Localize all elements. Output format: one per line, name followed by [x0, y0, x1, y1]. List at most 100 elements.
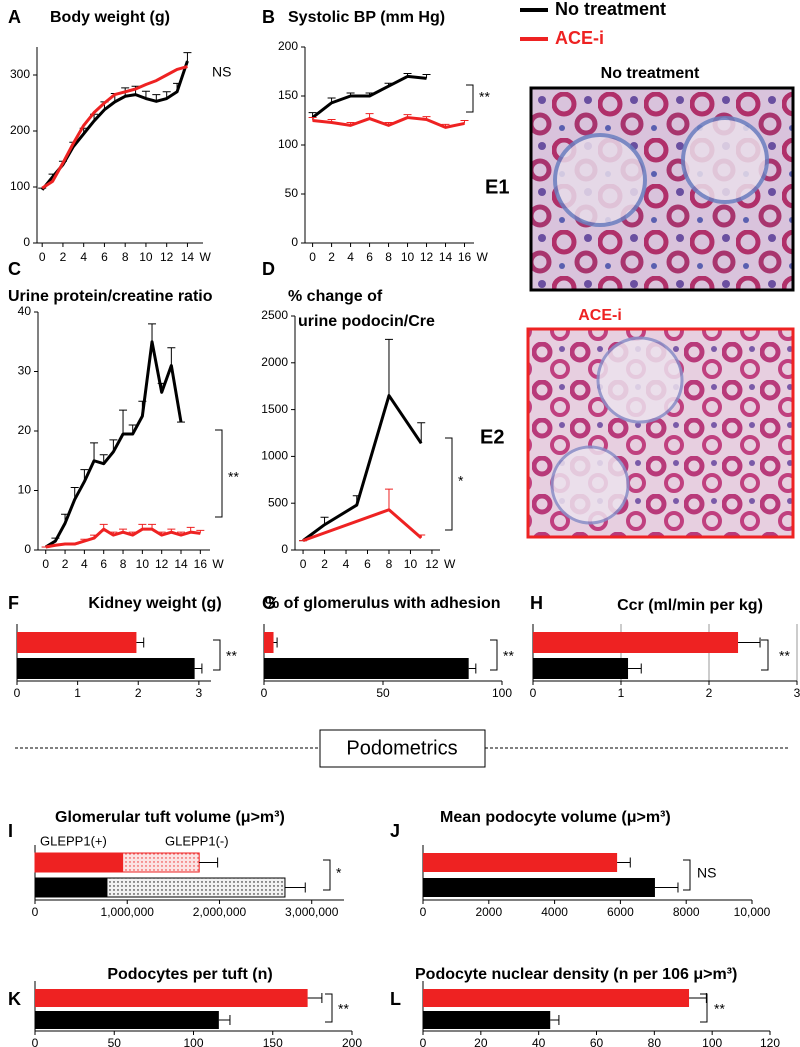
- panel-letter: C: [8, 259, 21, 279]
- error-bar: [119, 409, 128, 434]
- x-tick-label: 3: [794, 686, 800, 700]
- x-tick-label: 4: [343, 557, 350, 571]
- x-tick-label: 1,000,000: [101, 905, 155, 919]
- error-bar: [183, 52, 192, 61]
- x-axis-label: W: [477, 250, 489, 264]
- x-tick-label: 100: [702, 1036, 722, 1047]
- error-bar: [384, 338, 393, 396]
- x-tick-label: 6: [366, 250, 373, 264]
- segment-label: GLEPP1(+): [40, 833, 107, 848]
- bar: [423, 1011, 551, 1029]
- x-tick-label: 120: [760, 1036, 780, 1047]
- error-bar: [738, 637, 761, 648]
- significance-label: **: [503, 648, 514, 664]
- error-bar: [550, 1015, 560, 1025]
- x-tick-label: 80: [648, 1036, 662, 1047]
- x-tick-label: 0: [420, 905, 427, 919]
- significance-label: **: [338, 1001, 349, 1017]
- bar: [533, 632, 739, 653]
- x-tick-label: 12: [155, 557, 169, 571]
- x-tick-label: 200: [342, 1036, 362, 1047]
- x-tick-label: 2: [62, 557, 69, 571]
- error-bar: [148, 323, 157, 342]
- x-tick-label: 8000: [673, 905, 700, 919]
- x-tick-label: 8: [386, 557, 393, 571]
- x-tick-label: 60: [590, 1036, 604, 1047]
- significance-label: **: [226, 648, 237, 664]
- panel-letter: L: [390, 989, 401, 1009]
- significance-label: **: [714, 1001, 725, 1017]
- panel-letter: B: [262, 7, 275, 27]
- y-tick-label: 1500: [261, 402, 288, 416]
- x-tick-label: 2: [706, 686, 713, 700]
- bar: [264, 632, 274, 653]
- x-tick-label: 6000: [607, 905, 634, 919]
- x-tick-label: 10: [136, 557, 150, 571]
- y-tick-label: 20: [18, 423, 32, 437]
- y-tick-label: 2500: [261, 308, 288, 322]
- panel-letter: H: [530, 593, 543, 613]
- bar: [264, 658, 469, 679]
- image-title: No treatment: [601, 65, 700, 82]
- error-bar: [617, 857, 631, 868]
- image-label: E1: [485, 176, 509, 198]
- section-box: [319, 729, 486, 768]
- y-tick-label: 300: [10, 67, 30, 81]
- chart-title: Body weight (g): [50, 9, 170, 26]
- x-tick-label: 2: [60, 250, 67, 264]
- y-tick-label: 30: [18, 364, 32, 378]
- x-axis-label: W: [444, 557, 456, 571]
- significance-label: NS: [212, 64, 231, 80]
- chart-title: urine podocin/Cre: [298, 313, 435, 330]
- x-tick-label: 3: [196, 686, 203, 700]
- x-tick-label: 10: [401, 250, 415, 264]
- error-bar: [273, 637, 278, 648]
- x-tick-label: 40: [532, 1036, 546, 1047]
- chart-title: Podocyte nuclear density (n per 106 μ>m³…: [415, 966, 737, 983]
- segment-label: GLEPP1(-): [165, 833, 229, 848]
- x-tick-label: 50: [108, 1036, 122, 1047]
- significance-bracket: [466, 84, 474, 113]
- bar: [423, 853, 618, 872]
- x-tick-label: 0: [420, 1036, 427, 1047]
- x-axis-label: W: [212, 557, 224, 571]
- significance-label: **: [479, 89, 490, 105]
- y-tick-label: 50: [285, 186, 299, 200]
- image-title: ACE-i: [578, 307, 622, 324]
- significance-bracket: [213, 639, 221, 671]
- error-bar: [468, 663, 477, 674]
- chart-title: Glomerular tuft volume (μ>m³): [55, 809, 285, 826]
- chart-title: Urine protein/creatine ratio: [8, 288, 213, 305]
- x-tick-label: 0: [309, 250, 316, 264]
- x-tick-label: 0: [300, 557, 307, 571]
- image-e1: [529, 86, 795, 292]
- bar: [35, 989, 308, 1007]
- significance-label: *: [336, 865, 342, 881]
- chart-title: Mean podocyte volume (μ>m³): [440, 809, 671, 826]
- x-tick-label: 150: [263, 1036, 283, 1047]
- x-tick-label: 4: [81, 557, 88, 571]
- x-tick-label: 12: [160, 250, 174, 264]
- x-tick-label: 6: [364, 557, 371, 571]
- significance-bracket: [761, 639, 769, 671]
- chart-title: Systolic BP (mm Hg): [288, 9, 445, 26]
- significance-label: *: [458, 473, 464, 489]
- significance-bracket: [683, 859, 691, 891]
- x-tick-label: 8: [120, 557, 127, 571]
- significance-bracket: [490, 639, 498, 671]
- x-tick-label: 2: [321, 557, 328, 571]
- x-tick-label: 0: [32, 905, 39, 919]
- bar: [423, 989, 690, 1007]
- x-tick-label: 4000: [541, 905, 568, 919]
- image-label: E2: [480, 426, 504, 448]
- series-line: [45, 527, 201, 549]
- panel-letter: K: [8, 989, 21, 1009]
- legend-label: ACE-i: [555, 28, 604, 48]
- x-tick-label: 0: [14, 686, 21, 700]
- significance-label: **: [779, 648, 790, 664]
- significance-label: **: [228, 469, 239, 485]
- x-tick-label: 2,000,000: [193, 905, 247, 919]
- panel-letter: A: [8, 7, 21, 27]
- error-bar: [284, 882, 306, 893]
